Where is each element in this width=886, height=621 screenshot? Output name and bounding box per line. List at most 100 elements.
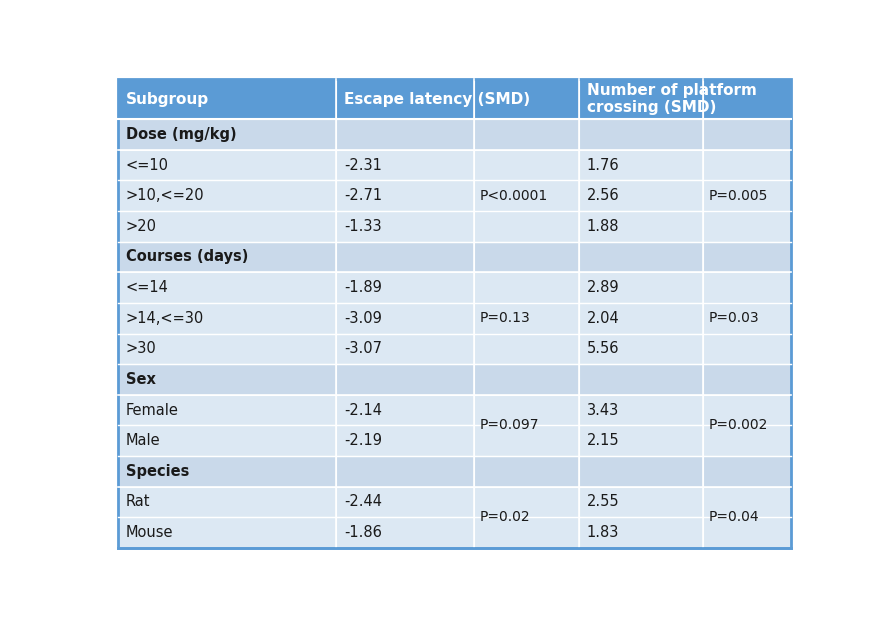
Text: Sex: Sex (126, 372, 156, 387)
Bar (337, 517, 474, 548)
Text: Dose (mg/kg): Dose (mg/kg) (126, 127, 237, 142)
Text: -2.19: -2.19 (345, 433, 383, 448)
Text: >20: >20 (126, 219, 157, 234)
Bar (118, 517, 337, 548)
Bar (474, 395, 579, 456)
Bar (579, 395, 703, 425)
Text: 3.43: 3.43 (587, 402, 619, 417)
Text: 2.55: 2.55 (587, 494, 619, 509)
Bar (118, 272, 337, 303)
Text: 1.76: 1.76 (587, 158, 619, 173)
Text: P=0.002: P=0.002 (709, 419, 768, 432)
Bar (579, 333, 703, 364)
Text: 2.04: 2.04 (587, 310, 619, 325)
Text: 2.56: 2.56 (587, 188, 619, 203)
Text: Rat: Rat (126, 494, 151, 509)
Bar (474, 272, 579, 364)
Text: Courses (days): Courses (days) (126, 250, 248, 265)
Bar (337, 303, 474, 333)
Text: Subgroup: Subgroup (126, 92, 209, 107)
Bar (703, 180, 790, 211)
Bar (474, 303, 579, 333)
Text: -1.89: -1.89 (345, 280, 382, 295)
Bar (118, 456, 337, 487)
Bar (337, 272, 474, 303)
Bar (703, 150, 790, 180)
Bar (337, 395, 474, 425)
Bar (337, 79, 474, 119)
Bar (579, 180, 703, 211)
Text: -2.31: -2.31 (345, 158, 382, 173)
Bar (474, 425, 579, 456)
Bar (337, 487, 474, 517)
Bar (118, 487, 337, 517)
Bar (337, 119, 474, 150)
Text: Number of platform
crossing (SMD): Number of platform crossing (SMD) (587, 83, 757, 116)
Bar (474, 150, 579, 180)
Bar (579, 517, 703, 548)
Bar (118, 211, 337, 242)
Text: P<0.0001: P<0.0001 (479, 189, 548, 202)
Text: 5.56: 5.56 (587, 342, 619, 356)
Text: -2.71: -2.71 (345, 188, 383, 203)
Bar (703, 303, 790, 333)
Bar (703, 456, 790, 487)
Bar (118, 425, 337, 456)
Bar (579, 456, 703, 487)
Text: P=0.005: P=0.005 (709, 189, 768, 202)
Bar (703, 487, 790, 548)
Bar (474, 333, 579, 364)
Text: 2.89: 2.89 (587, 280, 619, 295)
Text: P=0.03: P=0.03 (709, 311, 759, 325)
Text: P=0.02: P=0.02 (479, 510, 530, 524)
Text: P=0.13: P=0.13 (479, 311, 531, 325)
Text: -1.33: -1.33 (345, 219, 382, 234)
Text: Female: Female (126, 402, 179, 417)
Text: -3.07: -3.07 (345, 342, 383, 356)
Bar (118, 79, 337, 119)
Bar (474, 272, 579, 303)
Bar (337, 150, 474, 180)
Bar (579, 487, 703, 517)
Text: -2.44: -2.44 (345, 494, 383, 509)
Text: >14,<=30: >14,<=30 (126, 310, 204, 325)
Bar (703, 425, 790, 456)
Bar (118, 395, 337, 425)
Bar (474, 119, 579, 150)
Bar (703, 79, 790, 119)
Bar (703, 272, 790, 364)
Bar (703, 364, 790, 395)
Bar (703, 150, 790, 242)
Bar (474, 456, 579, 487)
Bar (703, 272, 790, 303)
Bar (579, 272, 703, 303)
Text: >30: >30 (126, 342, 157, 356)
Bar (579, 150, 703, 180)
Bar (118, 364, 337, 395)
Bar (703, 119, 790, 150)
Text: -1.86: -1.86 (345, 525, 382, 540)
Bar (703, 517, 790, 548)
Bar (579, 425, 703, 456)
Bar (474, 79, 579, 119)
Bar (703, 395, 790, 456)
Text: <=14: <=14 (126, 280, 168, 295)
Bar (337, 333, 474, 364)
Bar (474, 364, 579, 395)
Bar (474, 211, 579, 242)
Bar (703, 211, 790, 242)
Text: P=0.04: P=0.04 (709, 510, 759, 524)
Bar (337, 456, 474, 487)
Bar (579, 303, 703, 333)
Bar (118, 242, 337, 272)
Text: Male: Male (126, 433, 160, 448)
Text: 2.15: 2.15 (587, 433, 619, 448)
Bar (579, 211, 703, 242)
Text: >10,<=20: >10,<=20 (126, 188, 205, 203)
Bar (337, 364, 474, 395)
Text: P=0.097: P=0.097 (479, 419, 540, 432)
Bar (337, 425, 474, 456)
Text: 1.88: 1.88 (587, 219, 619, 234)
Text: Mouse: Mouse (126, 525, 173, 540)
Bar (474, 242, 579, 272)
